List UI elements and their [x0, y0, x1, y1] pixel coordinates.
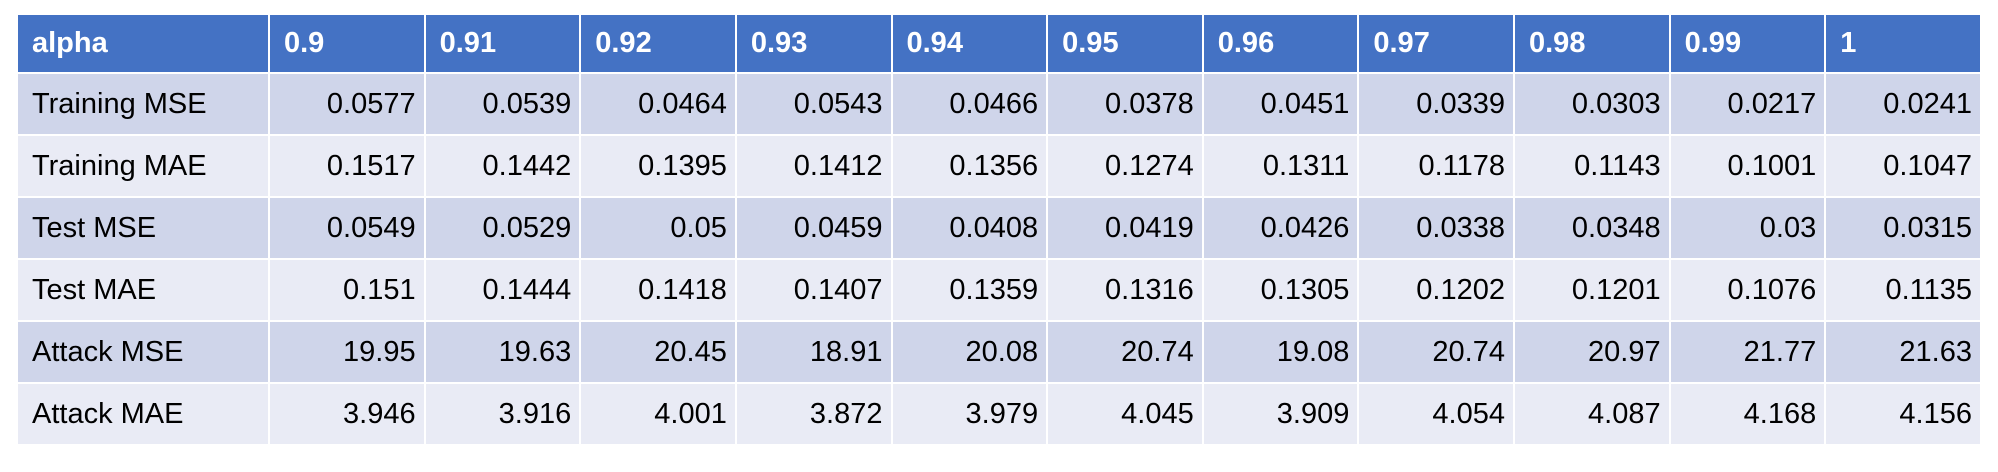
row-label: Training MAE — [16, 134, 270, 198]
results-table: alpha 0.9 0.91 0.92 0.93 0.94 0.95 0.96 0.97 0.98… — [16, 13, 1982, 446]
value-cell: 0.0419 — [1046, 196, 1204, 260]
value-cell: 0.0426 — [1201, 196, 1360, 260]
header-label: alpha — [16, 13, 270, 74]
value-cell: 0.0464 — [579, 72, 737, 136]
table-row: Test MSE 0.0549 0.0529 0.05 0.0459 0.0408 0.04… — [16, 196, 1982, 260]
value-cell: 20.74 — [1046, 320, 1204, 384]
value-cell: 3.909 — [1201, 382, 1360, 446]
header-cell: 0.95 — [1046, 13, 1204, 74]
value-cell: 0.0459 — [734, 196, 893, 260]
value-cell: 3.872 — [734, 382, 893, 446]
value-cell: 0.1395 — [579, 134, 737, 198]
value-cell: 19.08 — [1201, 320, 1360, 384]
value-cell: 0.1517 — [268, 134, 426, 198]
value-cell: 0.05 — [579, 196, 737, 260]
value-cell: 21.77 — [1668, 320, 1827, 384]
value-cell: 0.1178 — [1357, 134, 1515, 198]
value-cell: 0.1076 — [1668, 258, 1827, 322]
value-cell: 0.0303 — [1513, 72, 1671, 136]
value-cell: 20.74 — [1357, 320, 1515, 384]
value-cell: 3.979 — [890, 382, 1049, 446]
header-cell: 0.97 — [1357, 13, 1515, 74]
row-label: Test MAE — [16, 258, 270, 322]
value-cell: 0.1316 — [1046, 258, 1204, 322]
header-cell: 0.98 — [1513, 13, 1671, 74]
header-cell: 0.96 — [1201, 13, 1360, 74]
value-cell: 0.0217 — [1668, 72, 1827, 136]
value-cell: 0.0451 — [1201, 72, 1360, 136]
value-cell: 0.0241 — [1824, 72, 1982, 136]
value-cell: 4.087 — [1513, 382, 1671, 446]
table-row: Training MSE 0.0577 0.0539 0.0464 0.0543 0.04… — [16, 72, 1982, 136]
value-cell: 0.1418 — [579, 258, 737, 322]
table-row: Attack MAE 3.946 3.916 4.001 3.872 3.979 4.045… — [16, 382, 1982, 446]
row-label: Attack MSE — [16, 320, 270, 384]
value-cell: 3.946 — [268, 382, 426, 446]
value-cell: 0.0466 — [890, 72, 1049, 136]
value-cell: 0.1359 — [890, 258, 1049, 322]
value-cell: 0.0539 — [423, 72, 582, 136]
value-cell: 4.054 — [1357, 382, 1515, 446]
value-cell: 0.0543 — [734, 72, 893, 136]
value-cell: 0.03 — [1668, 196, 1827, 260]
header-row: alpha 0.9 0.91 0.92 0.93 0.94 0.95 0.96 0.97 0.98… — [16, 13, 1982, 74]
table-container: alpha 0.9 0.91 0.92 0.93 0.94 0.95 0.96 0.97 0.98… — [16, 13, 1982, 446]
value-cell: 0.1305 — [1201, 258, 1360, 322]
value-cell: 0.1311 — [1201, 134, 1360, 198]
row-label: Training MSE — [16, 72, 270, 136]
value-cell: 0.0348 — [1513, 196, 1671, 260]
value-cell: 4.156 — [1824, 382, 1982, 446]
header-cell: 0.94 — [890, 13, 1049, 74]
table-row: Training MAE 0.1517 0.1442 0.1395 0.1412 0.13… — [16, 134, 1982, 198]
value-cell: 0.1412 — [734, 134, 893, 198]
value-cell: 4.045 — [1046, 382, 1204, 446]
header-cell: 0.91 — [423, 13, 582, 74]
value-cell: 0.1274 — [1046, 134, 1204, 198]
value-cell: 0.0529 — [423, 196, 582, 260]
header-cell: 0.99 — [1668, 13, 1827, 74]
value-cell: 20.97 — [1513, 320, 1671, 384]
value-cell: 0.151 — [268, 258, 426, 322]
value-cell: 0.1047 — [1824, 134, 1982, 198]
header-cell: 1 — [1824, 13, 1982, 74]
value-cell: 0.0339 — [1357, 72, 1515, 136]
value-cell: 0.0549 — [268, 196, 426, 260]
value-cell: 0.1444 — [423, 258, 582, 322]
row-label: Test MSE — [16, 196, 270, 260]
row-label: Attack MAE — [16, 382, 270, 446]
value-cell: 0.1143 — [1513, 134, 1671, 198]
value-cell: 0.1356 — [890, 134, 1049, 198]
table-row: Attack MSE 19.95 19.63 20.45 18.91 20.08 20.74… — [16, 320, 1982, 384]
value-cell: 21.63 — [1824, 320, 1982, 384]
value-cell: 4.168 — [1668, 382, 1827, 446]
value-cell: 0.0408 — [890, 196, 1049, 260]
value-cell: 0.0378 — [1046, 72, 1204, 136]
value-cell: 20.08 — [890, 320, 1049, 384]
header-cell: 0.92 — [579, 13, 737, 74]
table-row: Test MAE 0.151 0.1444 0.1418 0.1407 0.1359 0.1… — [16, 258, 1982, 322]
value-cell: 19.95 — [268, 320, 426, 384]
value-cell: 4.001 — [579, 382, 737, 446]
value-cell: 0.1001 — [1668, 134, 1827, 198]
value-cell: 0.0338 — [1357, 196, 1515, 260]
value-cell: 0.1442 — [423, 134, 582, 198]
value-cell: 0.1135 — [1824, 258, 1982, 322]
value-cell: 0.1407 — [734, 258, 893, 322]
value-cell: 0.0315 — [1824, 196, 1982, 260]
value-cell: 0.1202 — [1357, 258, 1515, 322]
header-cell: 0.93 — [734, 13, 893, 74]
header-cell: 0.9 — [268, 13, 426, 74]
value-cell: 19.63 — [423, 320, 582, 384]
value-cell: 18.91 — [734, 320, 893, 384]
value-cell: 0.1201 — [1513, 258, 1671, 322]
value-cell: 3.916 — [423, 382, 582, 446]
value-cell: 20.45 — [579, 320, 737, 384]
value-cell: 0.0577 — [268, 72, 426, 136]
